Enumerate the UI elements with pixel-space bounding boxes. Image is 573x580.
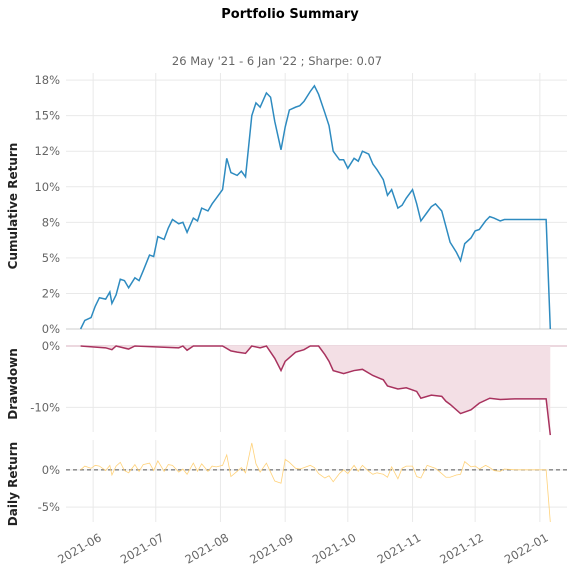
drawdown-panel: 0% -10% Drawdown bbox=[6, 339, 567, 436]
drawdown-y-ticks: 0% -10% bbox=[30, 339, 60, 414]
x-tick-label: 2021-09 bbox=[247, 530, 296, 566]
y-tick-label: 18% bbox=[34, 73, 60, 87]
x-tick-label: 2022-01 bbox=[502, 530, 551, 566]
y-tick-label: 0% bbox=[42, 322, 60, 336]
daily-return-line bbox=[80, 442, 551, 523]
drawdown-ylabel: Drawdown bbox=[6, 348, 20, 420]
y-tick-label: -10% bbox=[30, 400, 60, 414]
daily-return-y-ticks: 0% -5% bbox=[38, 463, 60, 514]
cumulative-return-ylabel: Cumulative Return bbox=[6, 143, 20, 270]
x-axis-ticks: 2021-06 2021-07 2021-08 2021-09 2021-10 2021-… bbox=[55, 530, 550, 566]
y-tick-label: 10% bbox=[34, 180, 60, 194]
daily-return-panel: 0% -5% Daily Return bbox=[6, 440, 567, 526]
x-tick-label: 2021-10 bbox=[310, 530, 359, 566]
x-tick-label: 2021-06 bbox=[55, 530, 104, 566]
cumulative-return-grid bbox=[66, 73, 567, 330]
y-tick-label: -5% bbox=[38, 500, 60, 514]
drawdown-line bbox=[80, 345, 552, 436]
figure-subtitle: 26 May '21 - 6 Jan '22 ; Sharpe: 0.07 bbox=[172, 54, 382, 68]
y-tick-label: 0% bbox=[42, 339, 60, 353]
cumulative-return-panel: 0% 2% 5% 8% 10% 12% 15% 18% Cumulative Return bbox=[6, 73, 567, 336]
x-tick-label: 2021-12 bbox=[437, 530, 486, 566]
y-tick-label: 15% bbox=[34, 109, 60, 123]
daily-return-grid bbox=[66, 440, 567, 522]
cumulative-return-line bbox=[79, 84, 552, 330]
x-tick-label: 2021-08 bbox=[183, 530, 232, 566]
cumulative-return-y-ticks: 0% 2% 5% 8% 10% 12% 15% 18% bbox=[34, 73, 60, 336]
y-tick-label: 12% bbox=[34, 144, 60, 158]
figure-title: Portfolio Summary bbox=[221, 7, 359, 22]
daily-return-ylabel: Daily Return bbox=[6, 442, 20, 526]
y-tick-label: 5% bbox=[42, 251, 60, 265]
y-tick-label: 8% bbox=[42, 215, 60, 229]
y-tick-label: 2% bbox=[42, 286, 60, 300]
drawdown-area bbox=[80, 346, 551, 436]
y-tick-label: 0% bbox=[42, 463, 60, 477]
x-tick-label: 2021-07 bbox=[118, 530, 167, 566]
x-tick-label: 2021-11 bbox=[375, 530, 424, 566]
